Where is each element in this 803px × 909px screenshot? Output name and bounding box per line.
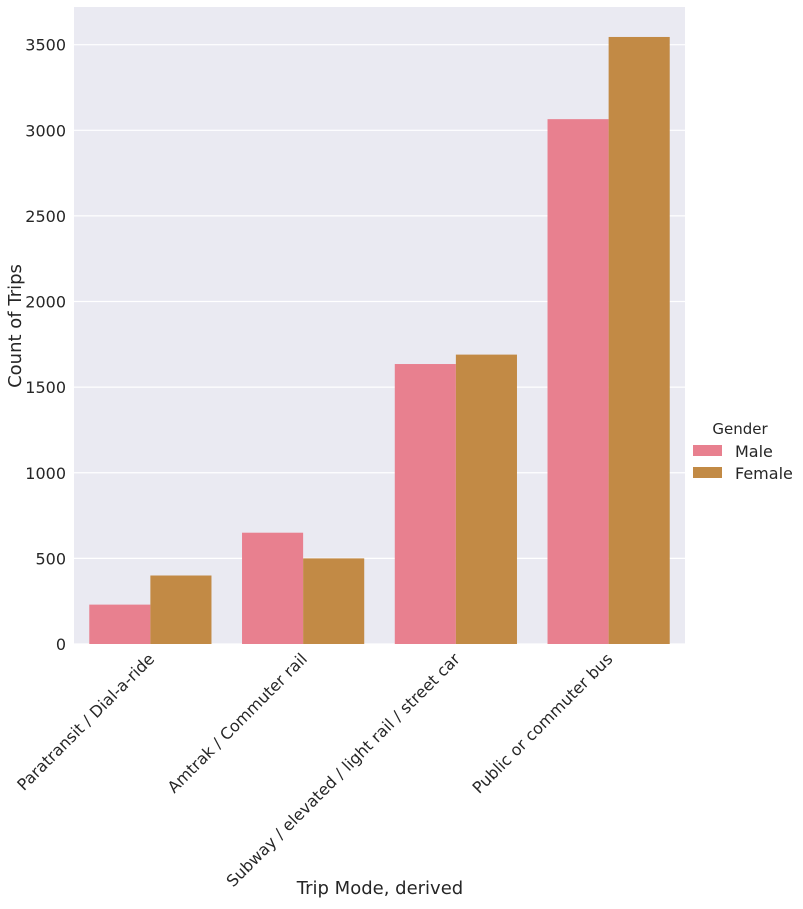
y-tick-label: 0 (56, 635, 66, 654)
legend-title: Gender (712, 420, 768, 438)
y-tick-label: 3000 (25, 121, 66, 140)
y-tick-label: 2000 (25, 293, 66, 312)
bar-male-1 (242, 532, 304, 644)
x-tick-label: Paratransit / Dial-a-ride (13, 649, 158, 794)
legend-label-male: Male (735, 442, 773, 461)
legend-label-female: Female (735, 464, 793, 483)
legend-swatch-female (693, 467, 722, 478)
x-tick-label: Amtrak / Commuter rail (164, 649, 311, 796)
x-axis-label: Trip Mode, derived (296, 878, 463, 899)
y-tick-label: 1000 (25, 464, 66, 483)
x-tick-label: Subway / elevated / light rail / street … (223, 649, 464, 890)
bar-male-3 (547, 119, 609, 645)
y-axis-label: Count of Trips (5, 264, 26, 388)
y-tick-label: 3500 (25, 36, 66, 55)
legend-swatch-male (693, 445, 722, 456)
bar-male-2 (394, 364, 456, 644)
x-axis-ticks: Paratransit / Dial-a-ride Amtrak / Commut… (13, 649, 616, 890)
bar-female-0 (150, 575, 212, 644)
x-tick-label: Public or commuter bus (469, 649, 617, 797)
bar-female-1 (303, 558, 365, 644)
legend: Gender Male Female (693, 420, 793, 483)
y-tick-label: 500 (35, 549, 66, 568)
y-axis-ticks: 0 500 1000 1500 2000 2500 3000 3500 (25, 36, 66, 654)
y-tick-label: 2500 (25, 207, 66, 226)
y-tick-label: 1500 (25, 378, 66, 397)
bar-male-0 (89, 604, 151, 644)
bar-female-2 (455, 354, 517, 644)
bar-female-3 (608, 36, 670, 645)
bars (89, 36, 670, 645)
